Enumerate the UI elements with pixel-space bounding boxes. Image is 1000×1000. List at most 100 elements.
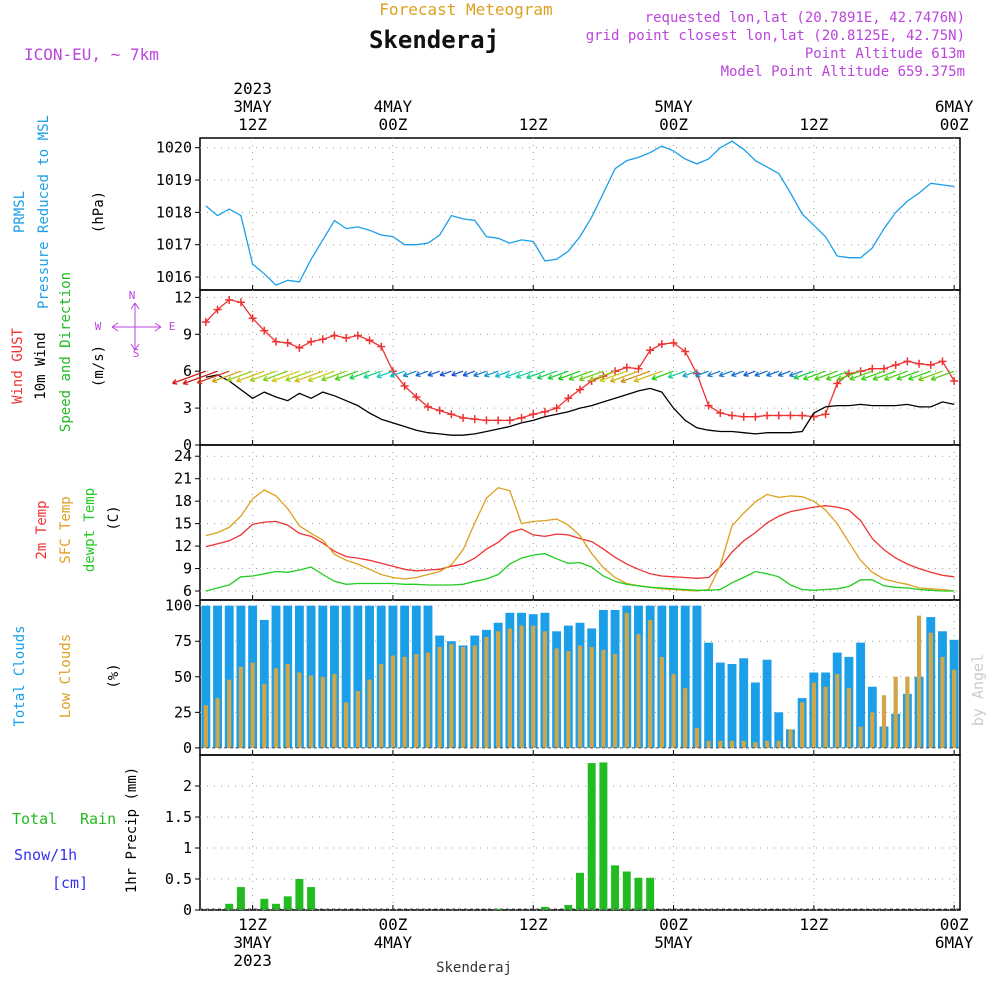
footer-location: Skenderaj [436,960,512,976]
gust-marker [891,361,900,370]
low-cloud-bar [285,663,290,748]
wind-ytick-label: 6 [183,362,192,380]
low-cloud-bar [542,631,548,748]
bottom-time-label: 2023 [233,951,272,970]
temperature-ytick-label: 12 [174,537,192,555]
top-time-label: 4MAY [374,97,413,116]
wind-direction-arrow [896,370,920,381]
bottom-time-label: 12Z [799,915,828,934]
wind-direction-arrow [462,370,475,377]
low-cloud-bar [846,688,852,748]
low-cloud-bar [694,727,700,748]
gust-marker [646,346,655,355]
precip-snow-units: [cm] [52,874,88,892]
low-cloud-bar [332,673,337,748]
gust-marker [424,402,432,411]
gust-marker [774,411,783,420]
gust-marker [950,377,959,386]
wind-direction-arrow [226,370,253,382]
low-cloud-bar [344,702,349,748]
total-cloud-bar [353,605,363,748]
pressure-ytick-label: 1016 [156,268,192,286]
gust-marker [225,295,234,304]
gust-marker [564,394,573,403]
gust-marker [657,340,666,349]
temp-units: (C) [106,505,122,530]
low-cloud-bar [648,619,653,748]
model-name: ICON-EU, ~ 7km [24,45,159,64]
bottom-time-label: 5MAY [654,933,693,952]
low-cloud-bar [811,682,816,748]
wind-direction-arrow [568,370,592,381]
wind-direction-arrow [872,370,896,381]
total-cloud-bar [774,712,784,748]
low-cloud-bar [940,656,945,748]
top-time-label: 12Z [799,115,828,134]
temperature-ytick-label: 24 [174,447,192,465]
temperature-ytick-label: 21 [174,470,192,488]
gridpoint-coords: grid point closest lon,lat (20.8125E, 42… [586,28,965,44]
wind-direction-arrow [883,370,908,381]
gust-marker [318,335,327,344]
pressure-frame [199,137,961,291]
low-cloud-bar [484,636,489,748]
low-cloud-bar [589,646,594,748]
wind-direction-arrow [814,370,838,381]
rain-bar [307,887,316,910]
compass-n: N [129,289,136,302]
rain-bar [587,763,596,910]
low-cloud-bar [379,663,384,748]
bottom-time-label: 12Z [238,915,267,934]
wind-direction-arrow [667,370,686,379]
low-cloud-bar [390,655,396,748]
total-cloud-bar [224,605,234,748]
wind-direction-arrow [731,370,744,378]
total-cloud-bar [762,659,772,748]
gust-marker [330,331,339,340]
rain-bar [634,877,643,910]
low-cloud-bar [753,742,758,748]
gust-marker [926,361,935,370]
wind-direction-arrow [211,370,242,384]
wind-direction-arrow [547,370,569,380]
wind-direction-arrow [484,370,499,378]
wind-direction-arrow [402,370,417,378]
pressure-panel: 1016 1017 1018 1019 1020 [156,137,961,291]
rain-bar [225,903,234,910]
temperature-ytick-label: 18 [174,492,192,510]
wind-ytick-label: 9 [183,325,192,343]
clouds-ytick-label: 50 [174,668,192,686]
gust-marker [342,333,351,342]
top-time-label: 3MAY [233,97,272,116]
clouds-panel: 0 25 50 75 100 [165,597,961,757]
total-cloud-bar [692,605,702,748]
low-cloud-bar [355,691,360,748]
low-cloud-bar [227,679,232,748]
wind-direction-arrow [415,370,429,378]
wind-direction-arrow [743,370,756,377]
precip-rain-label: Rain [80,810,116,828]
low-cloud-bar [215,698,220,748]
wind-direction-arrow [860,370,885,381]
wind-direction-arrow [505,370,522,379]
gust-marker [576,385,584,394]
low-cloud-bar [437,646,442,748]
gust-marker [681,347,690,356]
low-cloud-bar [905,676,910,748]
low-clouds-label: Low Clouds [58,634,74,718]
gust-marker [821,410,830,419]
top-time-label: 00Z [378,115,407,134]
wind-direction-arrow [849,370,873,381]
low-cloud-bar [916,615,922,748]
gust-marker [833,379,842,388]
wind-direction-arrow [182,370,218,386]
rain-bar [272,903,280,910]
wind-direction-arrow [633,370,663,383]
wind-units: (m/s) [91,345,107,387]
total-cloud-bar [213,605,222,748]
top-time-label: 6MAY [935,97,974,116]
gust-marker [844,369,853,378]
low-cloud-bar [449,644,454,748]
gust-marker [236,298,245,307]
wind-direction-arrow [793,370,815,380]
